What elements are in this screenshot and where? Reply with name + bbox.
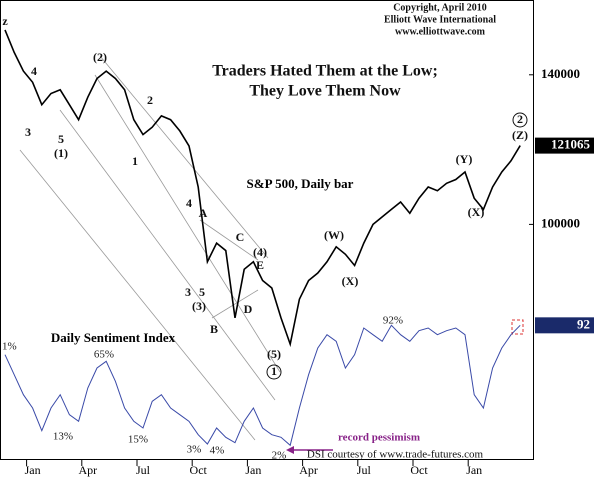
- x-tick-label: Apr: [78, 463, 97, 477]
- wave-label: 4: [31, 64, 37, 78]
- percent-label: 1%: [2, 341, 17, 353]
- y-tick-label: 100000: [541, 215, 580, 230]
- wave-label: 2: [147, 93, 153, 107]
- x-tick-label: Oct: [410, 463, 428, 477]
- value-box: [535, 317, 594, 334]
- wave-label: C: [236, 230, 245, 244]
- x-tick-label: Jan: [466, 463, 482, 477]
- series-line: [4, 29, 521, 348]
- wave-label: (1): [54, 146, 68, 160]
- percent-label: 65%: [94, 349, 114, 361]
- annotation: Elliott Wave International: [384, 14, 496, 25]
- wave-label: E: [256, 258, 264, 272]
- percent-label: 92%: [383, 315, 403, 327]
- wave-label: (Z): [512, 128, 528, 142]
- percent-label: 15%: [128, 434, 148, 446]
- percent-label: 2%: [272, 450, 287, 462]
- wave-label: (3): [192, 299, 206, 313]
- wave-label: (X): [342, 274, 359, 288]
- wave-label: 5: [199, 285, 205, 299]
- percent-label: 13%: [53, 431, 73, 443]
- wave-label: B: [210, 322, 218, 336]
- channel-lines: [19, 55, 281, 441]
- wave-label: 4: [186, 196, 192, 210]
- annotation: Copyright, April 2010: [393, 2, 487, 13]
- wave-circle: [512, 112, 528, 128]
- value-box: [535, 137, 594, 154]
- annotation: www.elliottwave.com: [395, 26, 486, 37]
- annotation: DSI courtesy of www.trade-futures.com: [307, 449, 484, 461]
- wave-label: 2: [517, 112, 523, 126]
- wave-label: (5): [267, 347, 281, 361]
- wave-label: (W): [324, 228, 344, 242]
- wave-label: (Y): [456, 152, 473, 166]
- arrowhead: [286, 446, 294, 454]
- series-line: [4, 324, 521, 447]
- wave-label: A: [199, 206, 208, 220]
- plot-frame: [0, 0, 534, 460]
- value-box-label: 92: [577, 316, 590, 331]
- series-label: S&P 500, Daily bar: [247, 176, 354, 191]
- wave-label: 3: [185, 285, 191, 299]
- wave-label: 1: [271, 364, 277, 378]
- x-tick-label: Oct: [190, 463, 208, 477]
- wave-label: z: [2, 14, 8, 28]
- wave-label: D: [244, 302, 253, 316]
- x-tick-label: Jul: [136, 463, 151, 477]
- x-tick-label: Jan: [245, 463, 261, 477]
- x-tick-label: Jul: [357, 463, 372, 477]
- wave-label: (4): [253, 245, 267, 259]
- wave-label: 5: [58, 132, 64, 146]
- annotation: Traders Hated Them at the Low;: [212, 63, 438, 80]
- wave-label: 3: [25, 125, 31, 139]
- wave-label: 1: [132, 154, 138, 168]
- percent-label: 4%: [210, 445, 225, 457]
- value-box-label: 121065: [551, 137, 591, 152]
- annotation: They Love Them Now: [249, 83, 401, 100]
- percent-label: 3%: [187, 444, 202, 456]
- x-tick-label: Apr: [299, 463, 318, 477]
- annotation: record pessimism: [338, 432, 420, 444]
- x-tick-label: Jan: [25, 463, 41, 477]
- wave-circle: [266, 364, 282, 380]
- highlight-box: [511, 319, 524, 335]
- series-label: Daily Sentiment Index: [51, 330, 176, 345]
- wave-label: (X): [468, 205, 485, 219]
- y-tick-label: 140000: [541, 66, 580, 81]
- wave-label: (2): [93, 50, 107, 64]
